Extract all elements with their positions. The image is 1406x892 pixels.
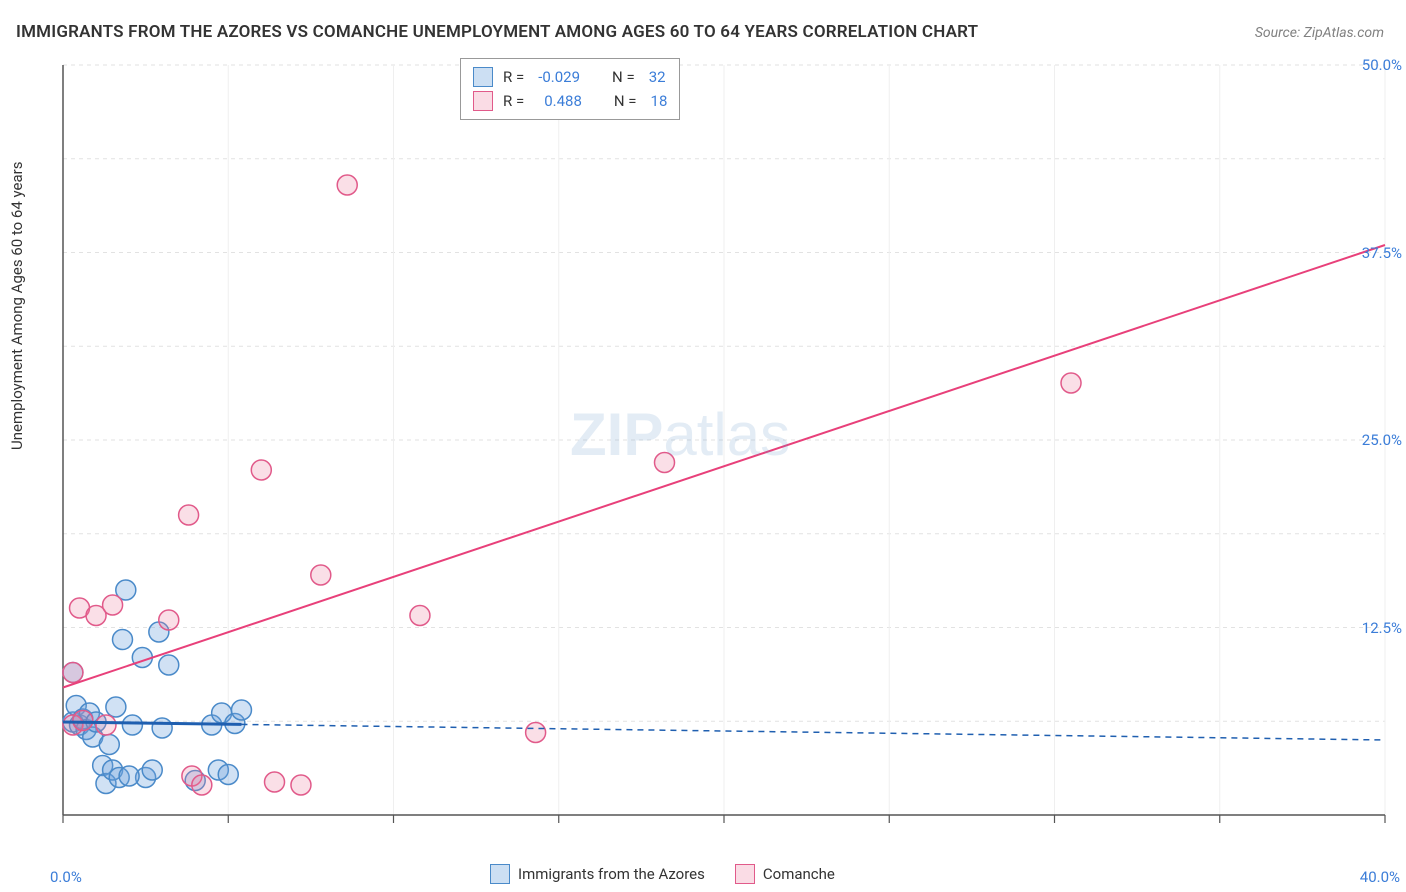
legend-item: Comanche	[735, 864, 835, 884]
legend-row: R = 0.488 N = 18	[473, 89, 667, 113]
y-tick-label: 50.0%	[1362, 56, 1402, 74]
legend-item-label: Immigrants from the Azores	[518, 865, 705, 883]
legend-n-value: 18	[651, 89, 668, 113]
legend-r-value: 0.488	[544, 89, 582, 113]
legend-r-label: R =	[503, 65, 524, 89]
legend-row: R = -0.029 N = 32	[473, 65, 667, 89]
swatch-pink-icon	[735, 864, 755, 884]
y-tick-label: 37.5%	[1362, 244, 1402, 262]
swatch-blue-icon	[490, 864, 510, 884]
swatch-pink-icon	[473, 91, 493, 111]
legend-series: Immigrants from the Azores Comanche	[490, 864, 835, 884]
legend-n-label: N =	[614, 89, 637, 113]
scatter-chart	[55, 55, 1390, 845]
source-label: Source: ZipAtlas.com	[1255, 25, 1384, 41]
chart-area	[55, 55, 1390, 845]
x-max-label: 40.0%	[1360, 868, 1400, 886]
y-axis-label: Unemployment Among Ages 60 to 64 years	[8, 162, 26, 450]
legend-item: Immigrants from the Azores	[490, 864, 705, 884]
legend-n-value: 32	[649, 65, 666, 89]
legend-n-label: N =	[612, 65, 635, 89]
legend-item-label: Comanche	[763, 865, 835, 883]
swatch-blue-icon	[473, 67, 493, 87]
legend-r-value: -0.029	[538, 65, 580, 89]
x-origin-label: 0.0%	[50, 868, 82, 886]
legend-r-label: R =	[503, 89, 524, 113]
chart-title: IMMIGRANTS FROM THE AZORES VS COMANCHE U…	[16, 22, 978, 42]
legend-correlation: R = -0.029 N = 32 R = 0.488 N = 18	[460, 58, 680, 120]
y-tick-label: 25.0%	[1362, 431, 1402, 449]
y-tick-label: 12.5%	[1362, 619, 1402, 637]
